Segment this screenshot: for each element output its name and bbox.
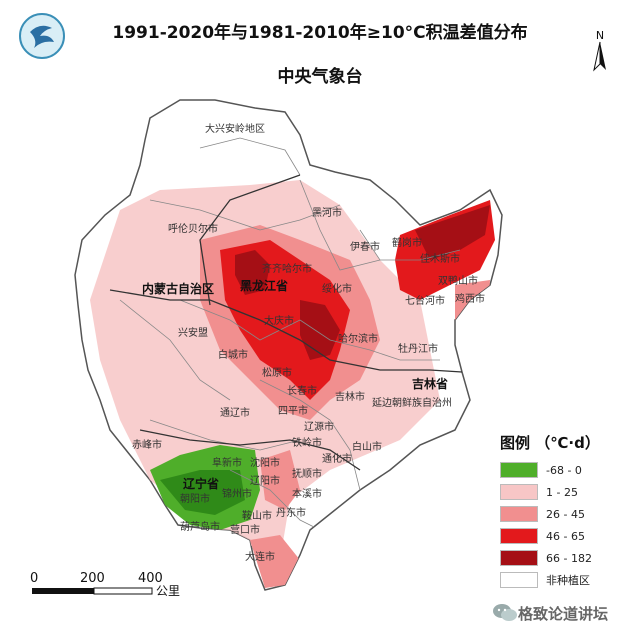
label-liaoyuan: 辽源市 [304, 420, 334, 433]
map-region [74, 99, 503, 591]
label-liaoning: 辽宁省 [183, 476, 219, 491]
label-jixi: 鸡西市 [455, 292, 485, 305]
legend-swatch [500, 484, 538, 500]
label-yanbian: 延边朝鲜族自治州 [372, 396, 452, 409]
label-daqing: 大庆市 [264, 314, 294, 327]
label-tonghua: 通化市 [322, 452, 352, 465]
label-heilongjiang: 黑龙江省 [240, 278, 288, 293]
map-title: 1991-2020年与1981-2010年≥10°C积温差值分布 [112, 23, 528, 43]
label-harbin: 哈尔滨市 [338, 332, 378, 345]
label-hegang: 鹤岗市 [392, 236, 422, 249]
north-label: N [596, 29, 604, 42]
legend-swatch [500, 462, 538, 478]
label-huludao: 葫芦岛市 [180, 520, 220, 533]
label-siping: 四平市 [278, 404, 308, 417]
label-changchun: 长春市 [287, 384, 317, 397]
label-liaoyang: 辽阳市 [250, 474, 280, 487]
label-dalian: 大连市 [245, 550, 275, 563]
label-mudanjiang: 牡丹江市 [398, 342, 438, 355]
legend-label: 非种植区 [546, 574, 590, 587]
legend-items: -68 - 0 1 - 25 26 - 45 46 - 65 66 - 182 非种植区 [500, 459, 620, 591]
label-fuxin: 阜新市 [212, 456, 242, 469]
label-qiqihar: 齐齐哈尔市 [262, 262, 312, 275]
label-suihua: 绥化市 [322, 282, 352, 295]
label-benxi: 本溪市 [292, 487, 322, 500]
label-fushun: 抚顺市 [292, 467, 322, 480]
wechat-icon [493, 604, 517, 621]
label-xinganmeng: 兴安盟 [178, 326, 208, 339]
scale-unit: 公里 [156, 584, 180, 598]
label-qitaihe: 七台河市 [405, 294, 445, 307]
label-chifeng: 赤峰市 [132, 438, 162, 451]
legend-swatch [500, 528, 538, 544]
legend-item: 非种植区 [500, 569, 620, 591]
label-jilin-province: 吉林省 [412, 376, 448, 391]
legend-item: 26 - 45 [500, 503, 620, 525]
legend-swatch [500, 506, 538, 522]
scale-tick-0: 0 [30, 571, 38, 586]
legend-label: 26 - 45 [546, 507, 585, 521]
scale-tick-200: 200 [80, 571, 105, 586]
legend-title: 图例 （℃·d） [500, 434, 600, 452]
map-subtitle: 中央气象台 [277, 67, 363, 87]
label-jinzhou: 锦州市 [222, 487, 252, 500]
legend: 图例 （℃·d） -68 - 0 1 - 25 26 - 45 46 - 65 66 -… [500, 432, 620, 591]
map-labels: 大兴安岭地区 呼伦贝尔市 黑河市 伊春市 鹤岗市 佳木斯市 双鸭山市 七台河市 … [132, 122, 485, 563]
label-tongliao: 通辽市 [220, 406, 250, 419]
watermark: 格致论道讲坛 [492, 598, 608, 628]
label-yingkou: 营口市 [230, 523, 260, 536]
scale-bar: 0 200 400 公里 [30, 571, 180, 598]
label-anshan: 鞍山市 [242, 509, 272, 522]
label-heihe: 黑河市 [312, 206, 342, 219]
label-tieling: 铁岭市 [292, 436, 322, 449]
label-songyuan: 松原市 [262, 366, 292, 379]
watermark-text: 格致论道讲坛 [518, 604, 609, 623]
label-yichun: 伊春市 [350, 240, 380, 253]
label-daxinganling: 大兴安岭地区 [205, 122, 265, 135]
legend-label: 66 - 182 [546, 551, 592, 565]
label-shenyang: 沈阳市 [250, 456, 280, 469]
legend-item: 1 - 25 [500, 481, 620, 503]
legend-label: 1 - 25 [546, 485, 578, 499]
legend-label: 46 - 65 [546, 529, 585, 543]
legend-item: 66 - 182 [500, 547, 620, 569]
label-neimenggu: 内蒙古自治区 [142, 281, 214, 296]
legend-swatch [500, 550, 538, 566]
legend-item: 46 - 65 [500, 525, 620, 547]
label-chaoyang: 朝阳市 [180, 492, 210, 505]
label-jilin-city: 吉林市 [335, 390, 365, 403]
cma-logo-icon [19, 13, 65, 59]
label-dandong: 丹东市 [276, 506, 306, 519]
legend-label: -68 - 0 [546, 463, 582, 477]
label-hulunbeier: 呼伦贝尔市 [168, 222, 218, 235]
scale-tick-400: 400 [138, 571, 163, 586]
label-jiamusi: 佳木斯市 [420, 252, 460, 265]
legend-item: -68 - 0 [500, 459, 620, 481]
label-shuangyashan: 双鸭山市 [438, 274, 478, 287]
legend-swatch [500, 572, 538, 588]
label-baicheng: 白城市 [218, 348, 248, 361]
north-arrow-icon: N [593, 29, 606, 72]
label-baishan: 白山市 [352, 440, 382, 453]
